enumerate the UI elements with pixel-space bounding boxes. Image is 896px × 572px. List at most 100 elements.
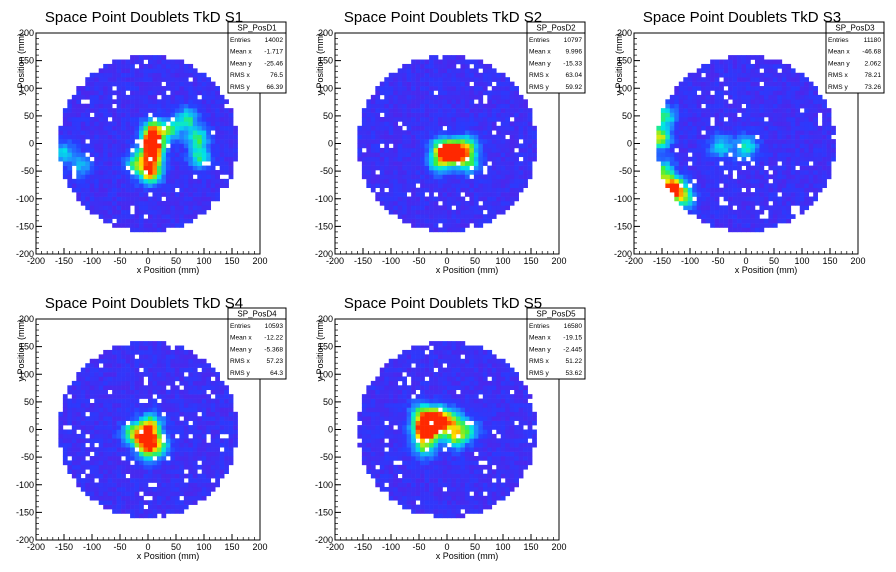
heatmap-cell: [121, 433, 126, 439]
heatmap-cell: [772, 178, 778, 184]
heatmap-cell: [174, 473, 180, 479]
heatmap-cell: [89, 116, 95, 122]
heatmap-cell: [98, 398, 104, 404]
heatmap-cell: [148, 205, 153, 211]
heatmap-cell: [375, 178, 381, 184]
heatmap-cell: [139, 214, 144, 219]
heatmap-cell: [451, 143, 457, 149]
heatmap-cell: [116, 200, 122, 206]
heatmap-cell: [669, 152, 675, 158]
heatmap-cell: [370, 143, 376, 149]
heatmap-cell: [197, 81, 203, 87]
heatmap-cell: [438, 156, 443, 162]
heatmap-cell: [728, 161, 733, 166]
heatmap-cell: [134, 438, 140, 444]
heatmap-cell: [714, 59, 720, 65]
heatmap-cell: [103, 473, 108, 479]
heatmap-cell: [139, 170, 144, 175]
heatmap-cell: [808, 200, 814, 206]
heatmap-cell: [134, 345, 140, 351]
heatmap-cell: [795, 174, 801, 180]
heatmap-cell: [161, 165, 167, 171]
heatmap-cell: [813, 125, 818, 131]
heatmap-cell: [152, 367, 158, 373]
heatmap-cell: [121, 183, 126, 188]
heatmap-cell: [174, 420, 180, 426]
heatmap-cell: [754, 174, 760, 180]
heatmap-cell: [85, 473, 91, 479]
heatmap-cell: [174, 358, 180, 364]
heatmap-cell: [420, 108, 425, 113]
heatmap-cell: [121, 398, 126, 404]
heatmap-cell: [487, 178, 493, 184]
heatmap-cell: [478, 196, 484, 202]
heatmap-cell: [674, 121, 680, 127]
heatmap-cell: [455, 205, 461, 211]
heatmap-cell: [478, 116, 484, 122]
heatmap-cell: [89, 385, 95, 391]
heatmap-cell: [116, 398, 122, 404]
heatmap-cell: [80, 94, 86, 100]
heatmap-cell: [701, 200, 706, 206]
x-tick-label: 50: [171, 256, 181, 266]
heatmap-cell: [357, 147, 363, 153]
x-tick-label: -50: [412, 256, 425, 266]
heatmap-cell: [76, 442, 82, 448]
heatmap-cell: [710, 139, 715, 144]
heatmap-cell: [116, 416, 122, 421]
heatmap-cell: [165, 460, 171, 466]
heatmap-cell: [170, 143, 176, 149]
heatmap-cell: [500, 139, 506, 144]
stats-row-value: -46.68: [862, 49, 881, 56]
heatmap-cell: [143, 183, 149, 188]
heatmap-cell: [80, 192, 86, 197]
heatmap-cell: [174, 223, 180, 228]
heatmap-cell: [438, 174, 443, 180]
heatmap-cell: [165, 130, 171, 135]
heatmap-cell: [170, 86, 176, 91]
heatmap-cell: [772, 103, 778, 109]
heatmap-cell: [397, 214, 403, 219]
heatmap-cell: [464, 59, 470, 65]
heatmap-cell: [813, 183, 818, 188]
heatmap-cell: [665, 121, 671, 127]
heatmap-cell: [777, 218, 783, 224]
heatmap-cell: [67, 183, 73, 188]
heatmap-cell: [469, 200, 475, 206]
heatmap-cell: [134, 363, 140, 368]
heatmap-cell: [397, 130, 403, 135]
heatmap-cell: [737, 178, 742, 184]
heatmap-cell: [442, 218, 448, 224]
heatmap-cell: [98, 464, 104, 470]
heatmap-cell: [183, 491, 189, 497]
heatmap-cell: [429, 77, 434, 82]
heatmap-cell: [795, 108, 801, 113]
x-tick-label: 100: [196, 256, 211, 266]
heatmap-cell: [491, 99, 497, 105]
heatmap-cell: [754, 108, 760, 113]
heatmap-cell: [85, 156, 91, 162]
heatmap-cell: [795, 196, 801, 202]
heatmap-cell: [71, 429, 77, 435]
heatmap-cell: [228, 121, 234, 127]
heatmap-cell: [732, 94, 738, 100]
heatmap-cell: [505, 196, 511, 202]
heatmap-cell: [98, 147, 104, 153]
heatmap-cell: [89, 464, 95, 470]
heatmap-cell: [165, 81, 171, 87]
heatmap-cell: [219, 147, 225, 153]
heatmap-cell: [206, 205, 212, 211]
heatmap-cell: [701, 134, 706, 140]
heatmap-cell: [759, 90, 765, 96]
x-tick-label: 0: [444, 256, 449, 266]
heatmap-cell: [759, 170, 765, 175]
heatmap-cell: [447, 72, 452, 78]
heatmap-cell: [370, 147, 376, 153]
heatmap-cell: [478, 125, 484, 131]
heatmap-cell: [813, 147, 818, 153]
heatmap-cell: [518, 143, 524, 149]
heatmap-cell: [683, 90, 689, 96]
heatmap-cell: [415, 196, 421, 202]
heatmap-cell: [156, 456, 162, 461]
heatmap-cell: [763, 192, 769, 197]
